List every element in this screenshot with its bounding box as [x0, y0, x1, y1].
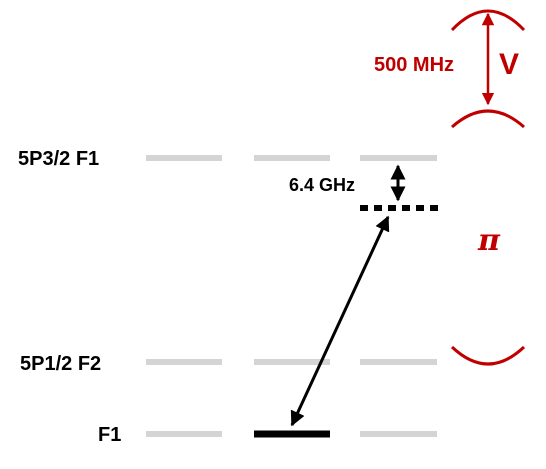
detuning-label: 6.4 GHz — [289, 175, 355, 195]
transition-arrow — [290, 215, 390, 427]
mirror-upper-arc — [451, 109, 525, 129]
mirror-top-arc — [450, 9, 526, 32]
splitting-label: 500 MHz — [374, 54, 454, 76]
mirror-lower-arc — [450, 345, 526, 366]
label-5p1-2-f2: 5P1/2 F2 — [20, 353, 101, 375]
label-ground-f1: F1 — [98, 424, 121, 446]
label-5p3-2-f1: 5P3/2 F1 — [18, 148, 99, 170]
pi-polarization-label: π — [477, 223, 501, 258]
v-polarization-label: V — [499, 48, 519, 81]
